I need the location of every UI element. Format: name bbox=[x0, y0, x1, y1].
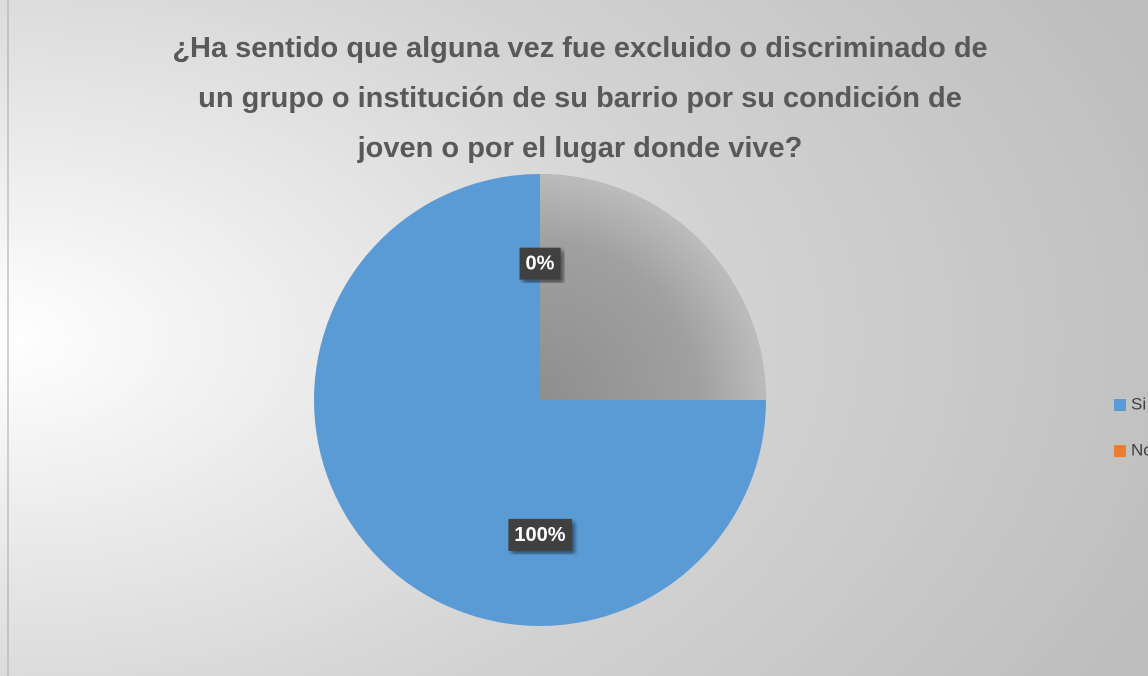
data-label: 0% bbox=[526, 253, 555, 275]
legend-label: Si bbox=[1131, 394, 1146, 413]
shadow-wedge bbox=[540, 174, 766, 400]
legend-swatch bbox=[1114, 399, 1126, 411]
data-label-box bbox=[508, 518, 572, 551]
chart-title: joven o por el lugar donde vive? bbox=[357, 132, 803, 164]
chart-title: ¿Ha sentido que alguna vez fue excluido … bbox=[172, 32, 987, 64]
legend-swatch bbox=[1114, 445, 1126, 457]
legend-label: No bbox=[1131, 440, 1148, 459]
chart-title: un grupo o institución de su barrio por … bbox=[198, 82, 962, 114]
data-label-box bbox=[519, 247, 561, 280]
data-label: 100% bbox=[514, 524, 565, 546]
